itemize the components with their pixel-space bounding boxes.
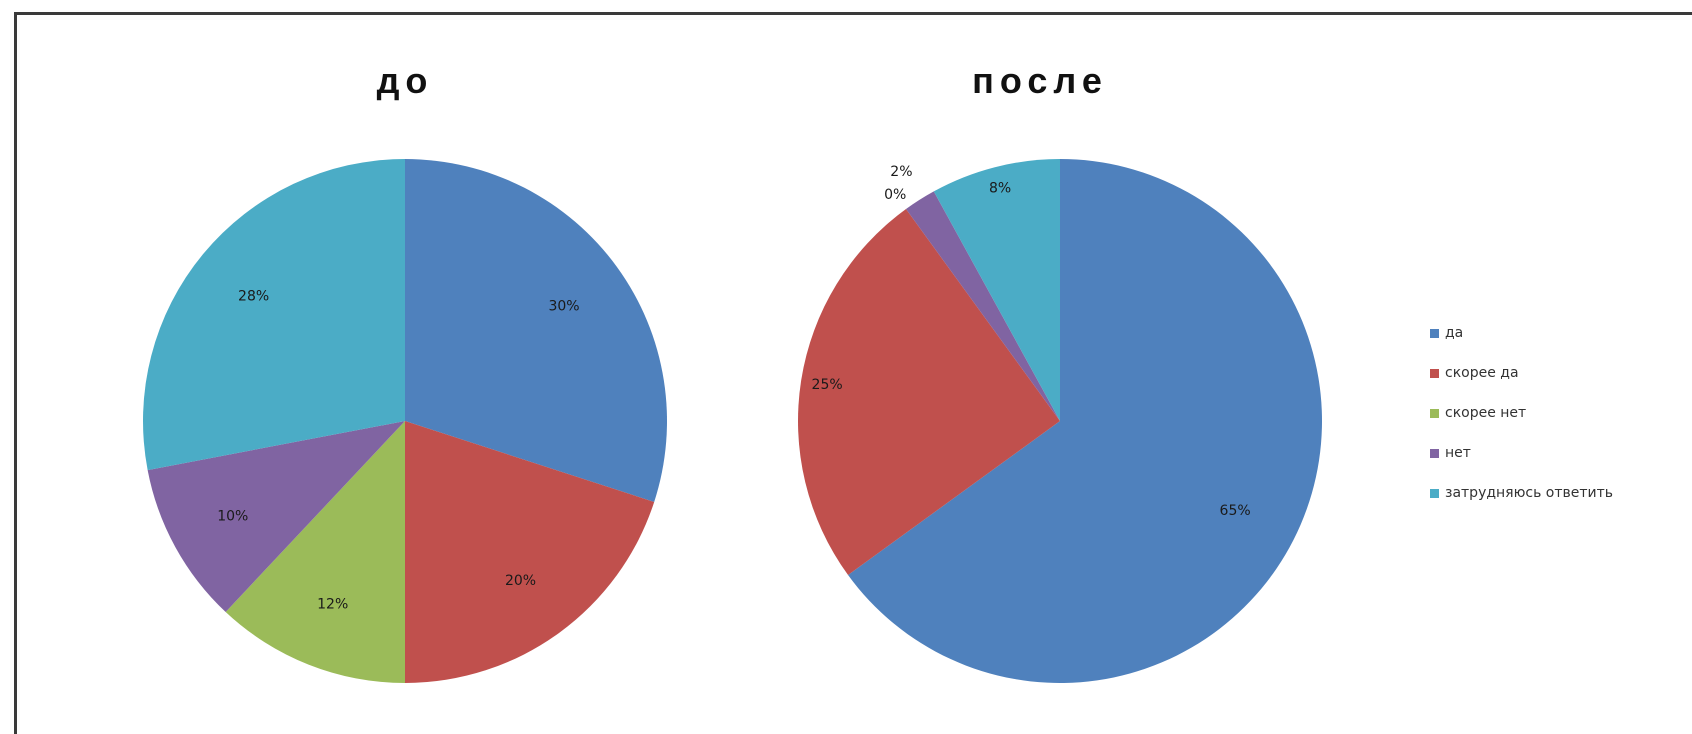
chart-title-after: после [972, 60, 1108, 101]
pie-slice-4 [906, 191, 1060, 421]
legend-swatch-icon [1430, 448, 1439, 458]
pie-slice-2 [798, 209, 1060, 576]
legend-item: скорее нет [1430, 393, 1613, 433]
legend-label: да [1445, 325, 1464, 341]
pie-slice-5 [933, 159, 1060, 421]
legend-item: да [1430, 313, 1613, 353]
pie-data-label: 0% [884, 187, 906, 203]
pie-data-label: 30% [548, 299, 579, 315]
pie-data-label: 20% [505, 573, 536, 589]
legend-label: скорее да [1445, 365, 1519, 381]
legend-swatch-icon [1430, 408, 1439, 418]
pie-slice-3 [225, 421, 405, 683]
pie-data-label: 28% [238, 289, 269, 305]
pie-data-label: 10% [217, 509, 248, 525]
legend-swatch-icon [1430, 368, 1439, 378]
legend-label: скорее нет [1445, 405, 1527, 421]
legend-item: нет [1430, 433, 1613, 473]
pie-slice-5 [143, 158, 405, 471]
pie-data-label: 8% [989, 181, 1011, 197]
pie-data-label: 65% [1220, 503, 1251, 519]
pie-slice-2 [405, 421, 655, 683]
legend-swatch-icon [1430, 328, 1439, 338]
pie-slice-1 [405, 159, 668, 502]
legend: да скорее да скорее нет нет затрудняюсь … [1430, 313, 1613, 513]
legend-label: затрудняюсь ответить [1445, 485, 1614, 501]
legend-item: затрудняюсь ответить [1430, 473, 1613, 513]
pie-data-label: 25% [812, 377, 843, 393]
pie-slice-4 [147, 421, 405, 612]
legend-label: нет [1445, 445, 1471, 461]
pie-data-label: 12% [317, 597, 348, 613]
legend-item: скорее да [1430, 353, 1613, 393]
legend-swatch-icon [1430, 488, 1439, 498]
pie-slice-1 [848, 159, 1323, 683]
chart-title-before: до [376, 60, 434, 101]
pie-data-label: 2% [890, 164, 912, 180]
